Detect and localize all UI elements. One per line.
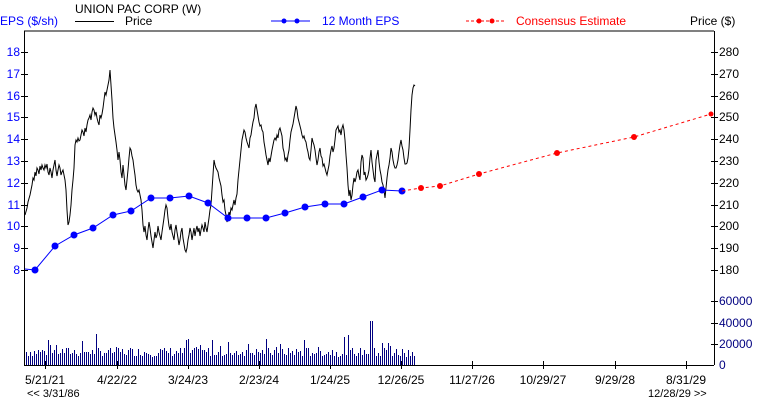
eps-tick-label: 8: [13, 263, 20, 277]
volume-tick-label: 40000: [719, 316, 753, 330]
price-tick-label: 270: [719, 67, 740, 81]
price-tick-label: 280: [719, 45, 740, 59]
volume-bars: [26, 321, 415, 365]
price-tick-label: 210: [719, 198, 740, 212]
range-end-link[interactable]: 12/28/29 >>: [648, 388, 707, 400]
eps-tick-label: 9: [13, 241, 20, 255]
range-start-link[interactable]: << 3/31/86: [27, 388, 80, 400]
price-axis-ticks: [711, 52, 718, 345]
eps-tick-label: 14: [6, 132, 20, 146]
eps-axis-ticks: [21, 52, 28, 271]
consensus-markers: [418, 111, 714, 191]
price-tick-label: 260: [719, 89, 740, 103]
legend-consensus-label: Consensus Estimate: [516, 14, 627, 28]
x-tick-label: 11/27/26: [449, 373, 495, 387]
x-tick-label: 8/31/29: [665, 373, 707, 387]
eps-tick-label: 16: [6, 89, 20, 103]
price-tick-label: 180: [719, 263, 740, 277]
price-tick-label: 240: [719, 132, 740, 146]
price-tick-label: 200: [719, 219, 740, 233]
consensus-line-swatch-icon: [466, 18, 505, 24]
price-axis-title: Price ($): [690, 14, 736, 28]
eps-tick-label: 12: [6, 176, 20, 190]
price-line-swatch-icon: [75, 21, 114, 22]
eps-markers: [31, 186, 406, 274]
company-title: UNION PAC CORP (W): [75, 2, 202, 16]
x-tick-label: 2/23/24: [238, 373, 280, 387]
x-tick-label: 9/29/28: [594, 373, 636, 387]
price-tick-label: 230: [719, 154, 740, 168]
price-tick-label: 190: [719, 241, 740, 255]
legend-eps: 12 Month EPS: [271, 14, 441, 28]
x-tick-label: 10/29/27: [519, 373, 567, 387]
volume-tick-label: 60000: [719, 294, 753, 308]
x-tick-label: 1/24/25: [309, 373, 351, 387]
x-tick-label: 12/26/25: [377, 373, 425, 387]
x-tick-label: 3/24/23: [167, 373, 209, 387]
legend-consensus: Consensus Estimate: [466, 14, 656, 28]
price-line: [24, 69, 416, 254]
eps-tick-label: 15: [6, 110, 20, 124]
price-tick-label: 250: [719, 110, 740, 124]
x-tick-label: 4/22/22: [96, 373, 138, 387]
volume-tick-label: 20000: [719, 337, 753, 351]
eps-tick-label: 13: [6, 154, 20, 168]
volume-tick-label: 0: [719, 358, 726, 372]
legend-eps-label: 12 Month EPS: [322, 14, 400, 28]
legend-price: Price: [75, 14, 175, 28]
eps-tick-label: 18: [6, 45, 20, 59]
eps-line-swatch-icon: [271, 18, 310, 24]
x-tick-label: 5/21/21: [24, 373, 66, 387]
eps-tick-label: 11: [7, 198, 20, 212]
eps-tick-label: 10: [6, 219, 20, 233]
eps-tick-label: 17: [6, 67, 20, 81]
eps-axis-title: EPS ($/sh): [0, 14, 59, 28]
price-tick-label: 220: [719, 176, 740, 190]
legend-price-label: Price: [125, 14, 153, 28]
